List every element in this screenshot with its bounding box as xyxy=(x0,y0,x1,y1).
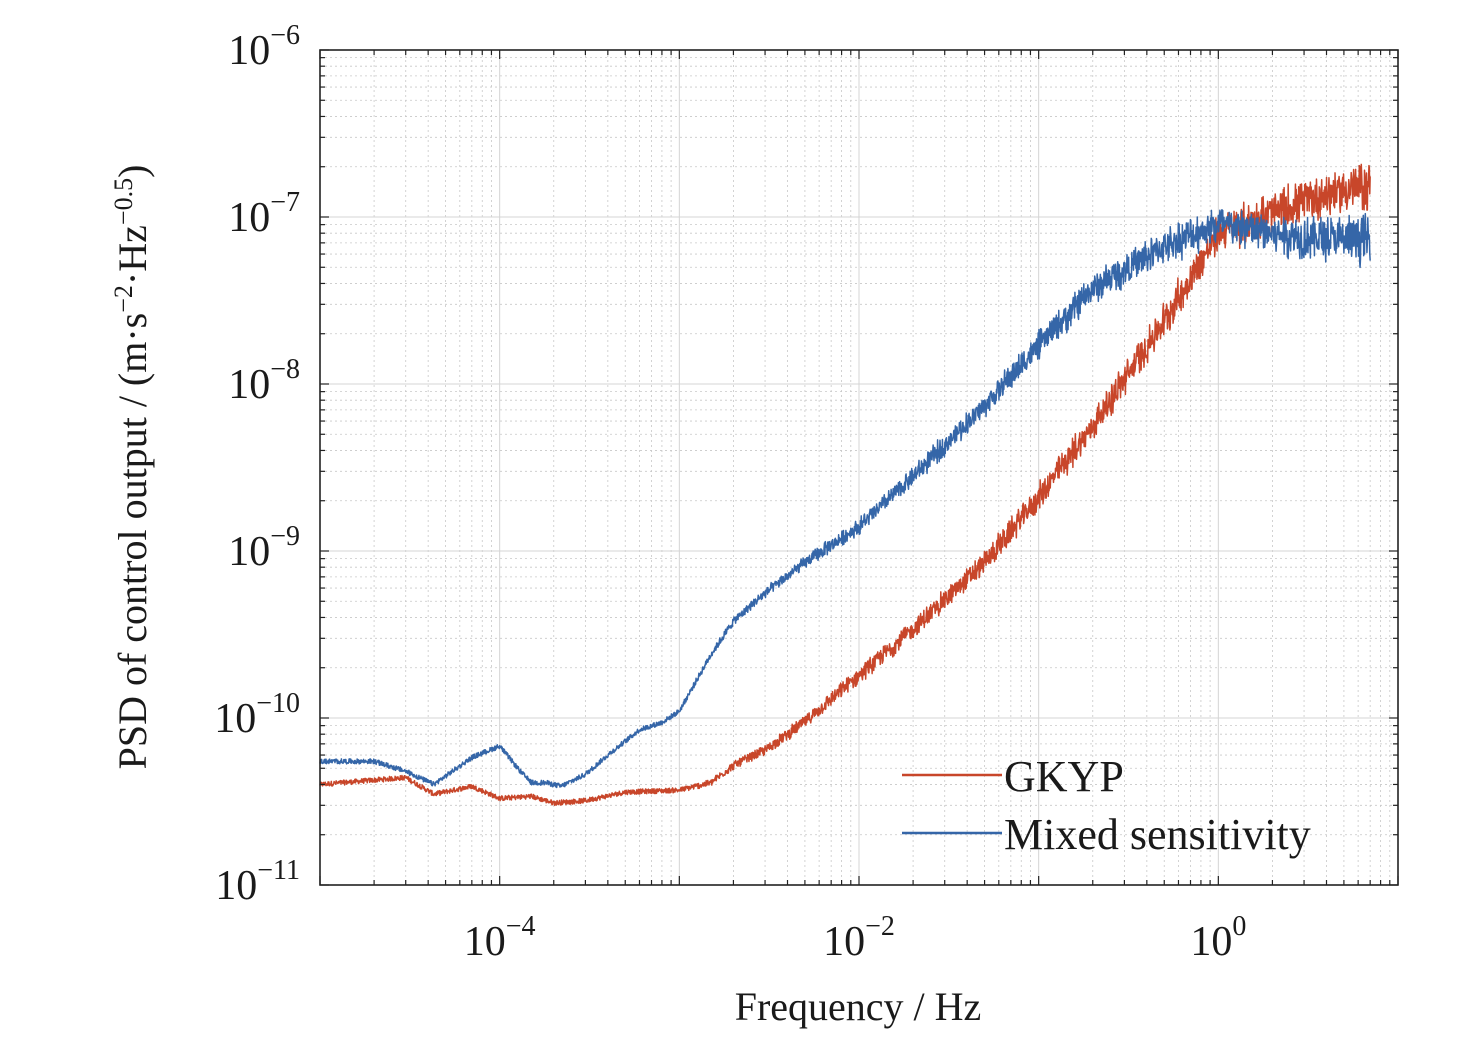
y-axis-label-exp2: −0.5 xyxy=(109,178,138,225)
y-tick-label: 10−8 xyxy=(228,354,300,408)
legend-label-gkyp: GKYP xyxy=(1004,752,1124,801)
x-tick-label: 10−4 xyxy=(464,911,536,965)
y-axis-label-mid: ·Hz xyxy=(110,225,155,285)
series-line-mixed-sensitivity xyxy=(319,209,1371,789)
y-axis-label: PSD of control output / (m·s−2·Hz−0.5) xyxy=(109,165,156,770)
y-axis-label-suffix: ) xyxy=(110,165,155,178)
y-tick-label: 10−7 xyxy=(228,187,300,241)
x-tick-label: 100 xyxy=(1190,911,1246,965)
series-line-gkyp xyxy=(319,163,1371,807)
y-axis-label-exp1: −2 xyxy=(109,285,138,313)
legend: GKYP Mixed sensitivity xyxy=(902,752,1311,859)
y-tick-label: 10−9 xyxy=(228,521,300,575)
y-tick-label: 10−6 xyxy=(228,20,300,74)
y-tick-label: 10−10 xyxy=(214,688,300,742)
legend-label-mixed-sensitivity: Mixed sensitivity xyxy=(1004,810,1311,859)
grid xyxy=(320,50,1398,885)
x-tick-label: 10−2 xyxy=(823,911,895,965)
y-tick-label: 10−11 xyxy=(215,855,300,909)
x-axis-label: Frequency / Hz xyxy=(735,984,982,1029)
y-axis-label-prefix: PSD of control output / (m·s xyxy=(110,313,155,770)
axis-ticks: 10−4 10−2 100 10−6 10−7 10−8 10−9 10−10 10−11 xyxy=(214,20,1399,965)
series-layer xyxy=(319,163,1371,807)
